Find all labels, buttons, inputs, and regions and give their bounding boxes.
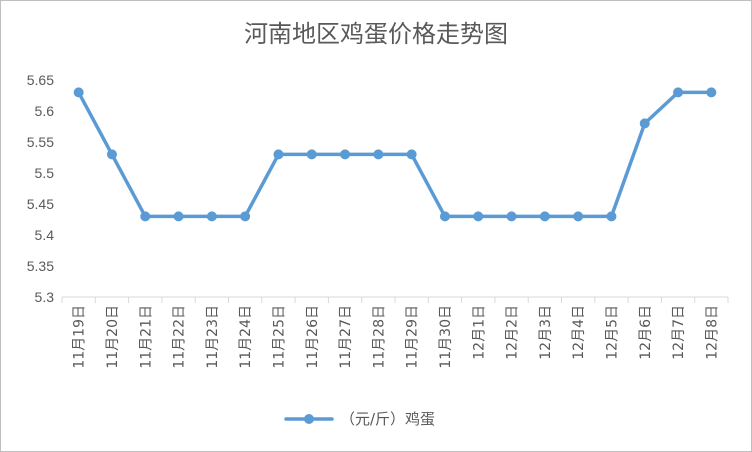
data-point — [406, 149, 417, 160]
x-tick-label: 11月22日 — [172, 305, 188, 369]
y-tick-label: 5.45 — [27, 196, 54, 212]
legend: （元/斤）鸡蛋 — [284, 410, 435, 428]
series-group — [73, 87, 717, 222]
y-axis-ticks: 5.3 5.35 5.4 5.45 5.5 5.55 5.6 5.65 — [27, 72, 54, 305]
data-point — [106, 149, 117, 160]
data-point — [439, 211, 450, 222]
data-point — [706, 87, 717, 98]
x-tick-label: 11月29日 — [405, 305, 421, 369]
x-tick-label: 12月4日 — [571, 305, 587, 360]
data-point — [473, 211, 484, 222]
chart-title: 河南地区鸡蛋价格走势图 — [244, 20, 508, 48]
legend-label: （元/斤）鸡蛋 — [340, 410, 435, 428]
y-tick-label: 5.3 — [35, 289, 55, 305]
x-tick-label: 11月25日 — [271, 305, 287, 369]
y-tick-label: 5.35 — [27, 258, 54, 274]
data-point — [506, 211, 517, 222]
x-tick-label: 11月24日 — [238, 305, 254, 369]
data-point — [539, 211, 550, 222]
data-point — [306, 149, 317, 160]
x-tick-label: 11月26日 — [305, 305, 321, 369]
data-point — [673, 87, 684, 98]
axes — [61, 296, 729, 303]
y-tick-label: 5.6 — [35, 103, 55, 119]
x-tick-label: 12月8日 — [704, 305, 720, 360]
x-tick-label: 12月3日 — [538, 305, 554, 360]
data-point — [140, 211, 151, 222]
legend-marker — [304, 414, 314, 424]
data-point — [340, 149, 351, 160]
data-point — [206, 211, 217, 222]
x-tick-label: 11月23日 — [205, 305, 221, 369]
data-point — [273, 149, 284, 160]
x-tick-label: 12月1日 — [471, 305, 487, 360]
x-tick-label: 11月19日 — [72, 305, 88, 369]
y-tick-label: 5.55 — [27, 134, 54, 150]
x-tick-label: 11月30日 — [438, 305, 454, 369]
x-tick-label: 12月2日 — [505, 305, 521, 360]
x-tick-label: 11月28日 — [371, 305, 387, 369]
data-point — [73, 87, 84, 98]
x-tick-label: 12月7日 — [671, 305, 687, 360]
y-tick-label: 5.5 — [35, 165, 55, 181]
x-tick-label: 11月27日 — [338, 305, 354, 369]
data-point — [240, 211, 251, 222]
data-point — [373, 149, 384, 160]
data-point — [606, 211, 617, 222]
data-point — [573, 211, 584, 222]
x-tick-label: 12月6日 — [638, 305, 654, 360]
y-tick-label: 5.4 — [35, 227, 55, 243]
data-point — [639, 118, 650, 129]
data-point — [173, 211, 184, 222]
x-tick-label: 11月21日 — [138, 305, 154, 369]
series-line — [76, 90, 714, 219]
x-tick-label: 12月5日 — [604, 305, 620, 360]
x-tick-label: 11月20日 — [105, 305, 121, 369]
y-tick-label: 5.65 — [27, 72, 54, 88]
x-axis-ticks: 11月19日 11月20日 11月21日 11月22日 11月23日 11月24日 11月2… — [72, 305, 721, 369]
